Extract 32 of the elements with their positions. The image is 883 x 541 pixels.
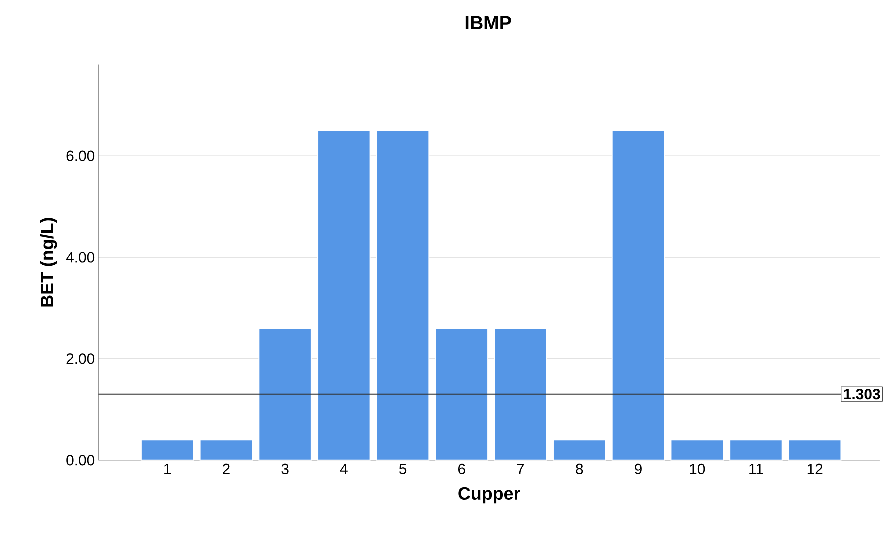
x-tick-label: 3 [282, 464, 289, 474]
x-tick-label: 12 [808, 464, 823, 474]
x-tick-label: 7 [517, 464, 524, 474]
x-tick-label: 1 [164, 464, 171, 474]
bar [200, 440, 254, 461]
bar [376, 130, 430, 461]
x-tick-label: 8 [576, 464, 584, 474]
bar [494, 328, 548, 461]
x-tick-label: 4 [340, 464, 348, 474]
y-axis-title: BET (ng/L) [40, 218, 58, 307]
x-tick-label: 10 [690, 464, 706, 474]
bar [670, 440, 724, 461]
y-tick-label: 2.00 [66, 354, 95, 364]
x-axis-title: Cupper [458, 487, 520, 504]
x-tick-label: 5 [399, 464, 407, 474]
y-tick-label: 6.00 [66, 150, 95, 162]
y-tick-label: 4.00 [66, 252, 95, 263]
x-tick-label: 11 [750, 464, 764, 474]
x-tick-label: 6 [458, 464, 466, 474]
x-tick-label: 2 [223, 464, 230, 474]
chart-title: IBMP [466, 16, 512, 30]
x-tick-label: 9 [635, 464, 642, 474]
bar [788, 440, 842, 461]
bar [435, 328, 489, 461]
bar [730, 440, 783, 461]
ref-line-label: 1.303 [844, 388, 880, 400]
bar [612, 130, 666, 461]
bar [140, 440, 194, 461]
bar [258, 328, 312, 461]
y-tick-label: 0.00 [66, 455, 95, 466]
bar [318, 130, 371, 461]
bar [552, 440, 606, 461]
